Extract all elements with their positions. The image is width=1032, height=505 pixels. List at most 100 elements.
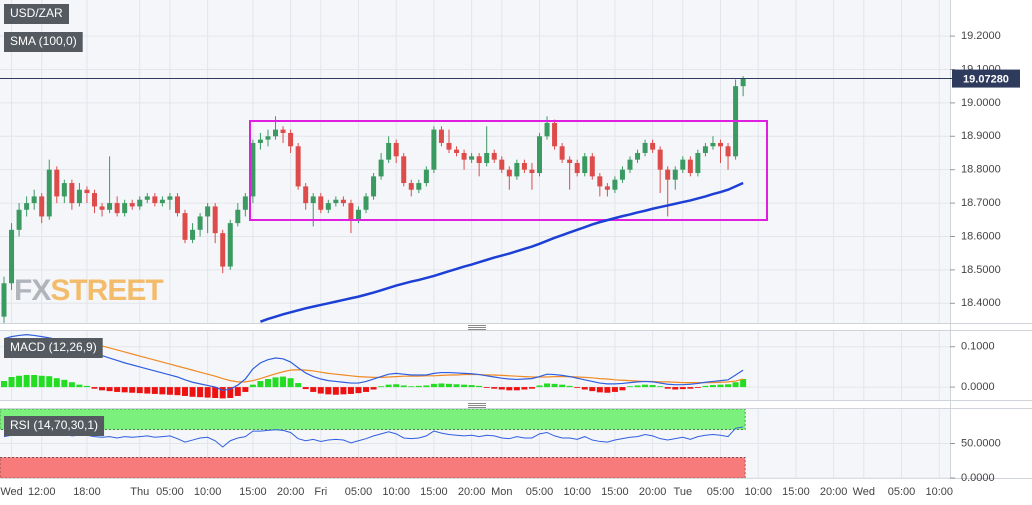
histogram-bar	[227, 387, 234, 398]
candle-body	[657, 149, 663, 170]
candle-body	[220, 233, 226, 267]
panel-label: RSI (14,70,30,1)	[10, 418, 98, 432]
candle-body	[559, 146, 565, 160]
x-tick-label: Mon	[491, 486, 512, 498]
y-tick-label: 50.0000	[961, 437, 1001, 449]
y-tick-label: 0.0000	[961, 472, 995, 484]
panel-label: MACD (12,26,9)	[10, 340, 97, 354]
candle-body	[393, 142, 399, 157]
histogram-bar	[634, 385, 641, 388]
histogram-bar	[672, 387, 679, 390]
histogram-bar	[174, 387, 181, 396]
histogram-bar	[370, 387, 377, 390]
candle-body	[363, 196, 369, 210]
histogram-bar	[106, 387, 113, 392]
signal-line	[3, 338, 744, 384]
candle-body	[24, 203, 30, 210]
labels: Wed 12:00 18:00 Thu 05:00 10:00 15:00 20:00 Fri 0…	[0, 4, 1001, 498]
candle-body	[589, 156, 595, 177]
histogram-bar	[679, 387, 686, 390]
candle-body	[454, 149, 460, 153]
histogram-bar	[589, 387, 596, 392]
candle-body	[408, 183, 414, 190]
y-tick-label: 19.2000	[961, 30, 1001, 42]
candle-body	[491, 152, 497, 160]
candle-body	[521, 163, 527, 170]
candle-body	[137, 199, 143, 207]
histogram-bar	[264, 379, 271, 388]
price-plot	[1, 76, 768, 323]
histogram-bar	[498, 387, 505, 390]
histogram-bar	[219, 387, 226, 399]
candle-body	[174, 196, 180, 214]
histogram-bar	[423, 385, 430, 388]
candle-body	[582, 156, 588, 174]
y-tick-label: 18.8000	[961, 164, 1001, 176]
candle-body	[310, 196, 316, 204]
candle-body	[597, 176, 603, 187]
histogram-bar	[332, 387, 339, 395]
watermark-fx: FX	[14, 274, 51, 307]
candle-body	[665, 169, 671, 180]
histogram-bar	[694, 387, 701, 388]
candle-body	[205, 206, 211, 217]
candle-body	[182, 213, 188, 240]
candle-body	[235, 209, 241, 224]
histogram-bar	[551, 383, 558, 388]
histogram-bar	[385, 384, 392, 388]
candle-body	[695, 152, 701, 174]
x-tick-label: Wed	[853, 486, 875, 498]
resize-handle[interactable]	[468, 325, 486, 330]
histogram-bar	[642, 384, 649, 388]
candle-body	[386, 142, 392, 160]
candle-body	[604, 186, 610, 190]
histogram-bar	[740, 379, 747, 388]
candle-body	[114, 203, 120, 214]
histogram-bar	[596, 387, 603, 393]
histogram-bar	[378, 386, 385, 388]
macd-plot	[1, 334, 747, 399]
candle-body	[355, 209, 361, 220]
candle-body	[227, 223, 233, 267]
histogram-bar	[121, 387, 128, 393]
x-tick-label: 15:00	[420, 486, 448, 498]
candle-body	[506, 169, 512, 177]
histogram-bar	[136, 387, 143, 394]
candle-body	[529, 169, 535, 174]
candle-body	[725, 146, 731, 157]
candle-body	[318, 196, 324, 210]
x-tick-label: 05:00	[526, 486, 554, 498]
histogram-bar	[189, 387, 196, 397]
last-price-label: 19.07280	[963, 73, 1009, 85]
histogram-bar	[483, 387, 490, 388]
candle-body	[99, 206, 105, 210]
y-tick-label: 18.5000	[961, 264, 1001, 276]
macd-panel	[0, 331, 950, 400]
resize-handle[interactable]	[468, 403, 486, 408]
histogram-bar	[8, 377, 15, 388]
range-box	[249, 120, 768, 221]
histogram-bar	[611, 387, 618, 392]
histogram-bar	[23, 374, 30, 388]
candle-body	[431, 129, 437, 170]
candle-body	[31, 196, 37, 204]
candle-body	[265, 136, 271, 140]
candle-body	[718, 142, 724, 147]
candle-body	[378, 159, 384, 177]
histogram-bar	[16, 375, 23, 388]
candle-body	[619, 169, 625, 180]
histogram-bar	[415, 385, 422, 388]
histogram-bar	[310, 387, 317, 392]
candle-body	[536, 136, 542, 174]
histogram-bar	[197, 387, 204, 398]
y-tick-label: 18.6000	[961, 230, 1001, 242]
x-tick-label: 15:00	[239, 486, 267, 498]
histogram-bar	[302, 387, 309, 390]
histogram-bar	[430, 383, 437, 388]
x-tick-label: 05:00	[345, 486, 373, 498]
x-tick-label: 10:00	[382, 486, 410, 498]
histogram-bar	[1, 381, 7, 388]
candle-body	[635, 152, 641, 160]
